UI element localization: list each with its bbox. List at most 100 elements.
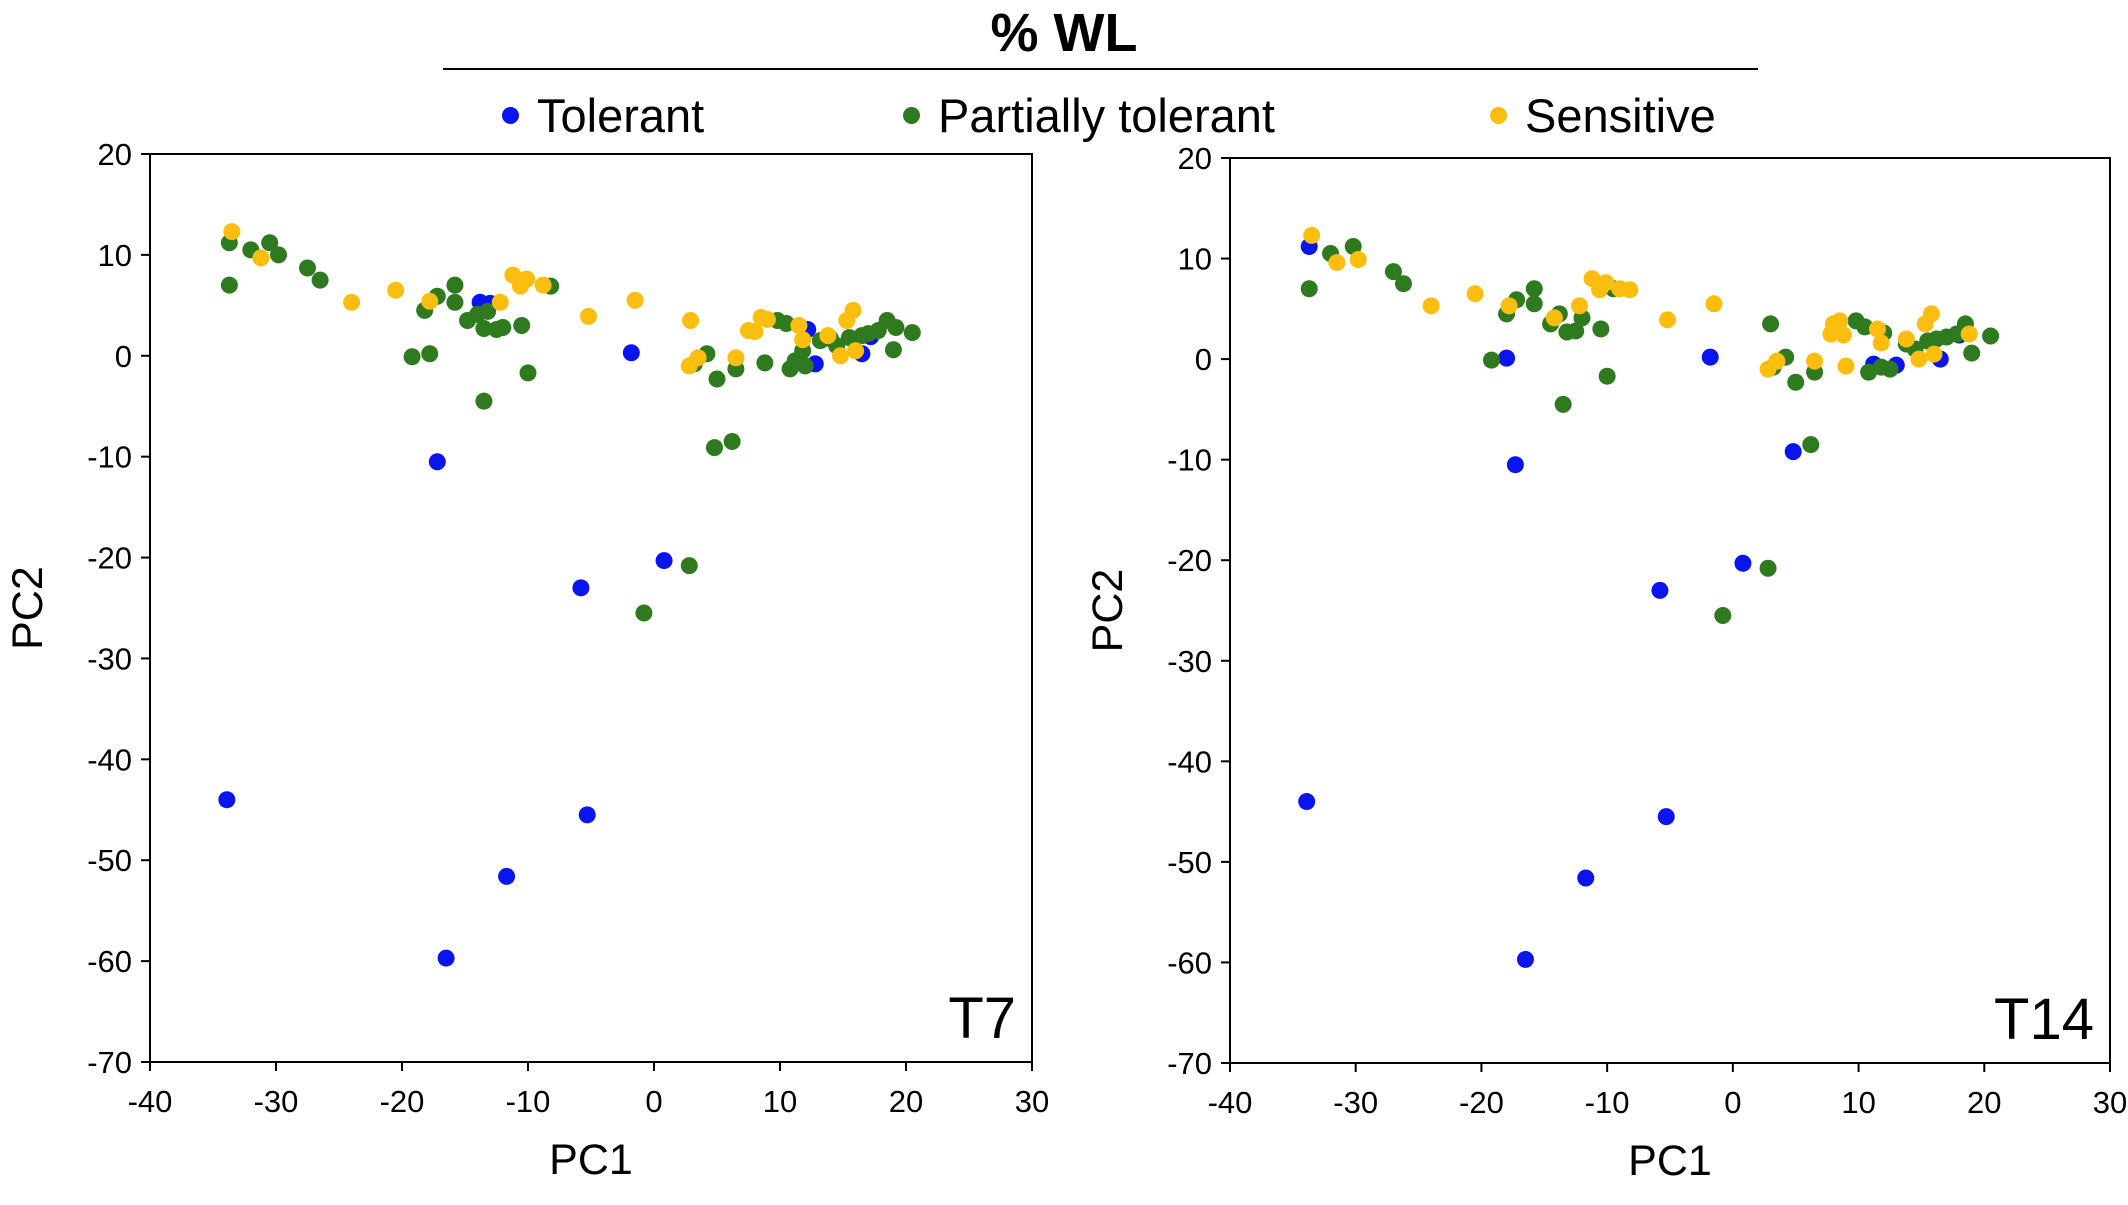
data-point-sensitive — [1570, 297, 1588, 315]
data-point-partially-tolerant — [1856, 318, 1874, 336]
data-point-sensitive — [491, 293, 509, 311]
data-point-sensitive — [1303, 226, 1321, 244]
data-point-partially-tolerant — [1567, 322, 1585, 340]
data-point-sensitive — [844, 301, 862, 319]
legend-marker-sensitive — [1490, 106, 1507, 124]
data-point-sensitive — [1922, 305, 1940, 323]
data-point-partially-tolerant — [446, 293, 464, 311]
data-point-tolerant — [1657, 808, 1675, 826]
data-point-partially-tolerant — [519, 364, 537, 382]
y-tick-label: 10 — [1178, 242, 1212, 277]
data-point-partially-tolerant — [446, 276, 464, 294]
data-point-partially-tolerant — [1787, 373, 1805, 391]
x-tick-label: -30 — [254, 1084, 299, 1119]
x-tick-label: 20 — [889, 1084, 923, 1119]
y-tick-label: -70 — [1167, 1046, 1212, 1081]
y-tick-label: -60 — [1167, 945, 1212, 980]
data-point-sensitive — [518, 270, 536, 288]
series-partially-tolerant — [1300, 237, 2000, 625]
legend-label-tolerant: Tolerant — [537, 88, 705, 142]
data-point-tolerant — [1498, 349, 1516, 367]
data-point-sensitive — [790, 317, 808, 335]
y-tick-label: -20 — [87, 541, 132, 576]
data-point-sensitive — [343, 293, 361, 311]
data-point-partially-tolerant — [635, 604, 653, 622]
data-point-sensitive — [1658, 311, 1676, 329]
series-tolerant — [1298, 237, 1968, 968]
x-axis-label: PC1 — [1628, 1137, 1712, 1185]
data-point-tolerant — [1516, 950, 1534, 968]
series-partially-tolerant — [220, 234, 921, 622]
x-tick-label: -10 — [1585, 1085, 1630, 1120]
x-tick-label: 30 — [2093, 1085, 2127, 1120]
data-point-partially-tolerant — [220, 276, 238, 294]
data-point-tolerant — [655, 552, 673, 570]
data-point-tolerant — [1701, 348, 1719, 366]
data-point-partially-tolerant — [475, 320, 493, 338]
data-point-partially-tolerant — [261, 234, 279, 252]
y-tick-label: -10 — [1167, 443, 1212, 478]
data-point-partially-tolerant — [1714, 607, 1732, 625]
series-tolerant — [218, 293, 880, 967]
data-point-partially-tolerant — [311, 271, 329, 289]
x-axis-label: PC1 — [549, 1136, 633, 1184]
data-point-sensitive — [252, 249, 270, 267]
data-point-tolerant — [498, 867, 516, 885]
y-tick-label: -20 — [1167, 543, 1212, 578]
y-tick-label: -30 — [1167, 644, 1212, 679]
data-point-sensitive — [1897, 330, 1915, 348]
data-point-partially-tolerant — [479, 302, 497, 320]
y-tick-label: 10 — [98, 238, 132, 273]
data-point-tolerant — [1651, 581, 1669, 599]
plot-frame — [1229, 157, 2111, 1064]
y-axis-label: PC2 — [4, 566, 52, 650]
y-tick-label: -50 — [87, 843, 132, 878]
data-point-partially-tolerant — [299, 259, 316, 277]
data-point-sensitive — [689, 349, 707, 367]
data-point-partially-tolerant — [796, 357, 814, 375]
x-tick-label: 0 — [645, 1084, 662, 1119]
panel-t7: -40 -30 -20 -10 0 10 20 30 20 10 0 -10 -20 -30 -40 -50 -… — [4, 137, 1049, 1184]
data-point-partially-tolerant — [840, 329, 858, 347]
data-point-sensitive — [682, 311, 700, 329]
y-tick-label: -40 — [87, 742, 132, 777]
data-point-tolerant — [1734, 554, 1752, 572]
y-tick-label: 20 — [1178, 141, 1212, 176]
data-point-sensitive — [1834, 326, 1852, 344]
panel-t14: -40 -30 -20 -10 0 10 20 30 20 10 0 -10 -20 -30 -40 -50 -… — [1084, 141, 2127, 1185]
data-point-sensitive — [1349, 251, 1367, 269]
data-point-partially-tolerant — [1598, 367, 1616, 385]
data-point-partially-tolerant — [1344, 237, 1362, 255]
data-point-sensitive — [1831, 312, 1849, 330]
data-point-sensitive — [1705, 295, 1723, 313]
data-point-sensitive — [1872, 334, 1890, 352]
data-point-partially-tolerant — [1300, 280, 1318, 298]
data-point-tolerant — [572, 579, 590, 597]
y-tick-label: 0 — [115, 339, 132, 374]
y-tick-label: -10 — [87, 440, 132, 475]
series-sensitive — [1303, 226, 1978, 378]
x-tick-label: 30 — [1015, 1084, 1049, 1119]
data-point-sensitive — [831, 347, 849, 365]
data-point-partially-tolerant — [777, 314, 795, 332]
data-point-partially-tolerant — [705, 439, 723, 457]
data-point-sensitive — [1768, 352, 1786, 370]
data-point-sensitive — [1466, 285, 1484, 303]
x-tick-label: -20 — [1459, 1085, 1504, 1120]
data-point-partially-tolerant — [513, 317, 531, 335]
data-point-sensitive — [794, 331, 812, 349]
data-point-partially-tolerant — [421, 345, 439, 363]
data-point-partially-tolerant — [270, 246, 288, 264]
data-point-tolerant — [622, 344, 640, 362]
data-point-sensitive — [1806, 352, 1824, 370]
data-point-partially-tolerant — [708, 370, 726, 388]
plot-frame — [149, 153, 1033, 1063]
x-tick-label: -40 — [128, 1084, 173, 1119]
y-tick-label: -60 — [87, 944, 132, 979]
data-point-sensitive — [1960, 325, 1978, 343]
legend-label-sensitive: Sensitive — [1525, 88, 1716, 142]
data-point-tolerant — [218, 791, 236, 809]
data-point-sensitive — [1545, 309, 1563, 327]
data-point-sensitive — [421, 292, 439, 310]
